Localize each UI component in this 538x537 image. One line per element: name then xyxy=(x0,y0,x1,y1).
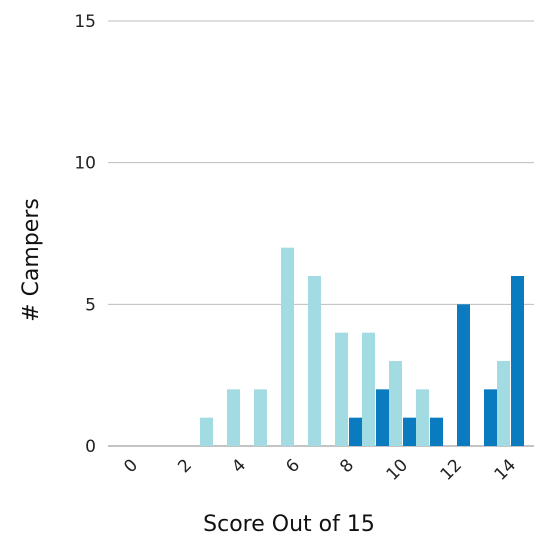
x-tick-label: 10 xyxy=(383,455,412,484)
bar-series-2-score-10 xyxy=(403,418,416,446)
y-tick-labels: 0 5 10 15 xyxy=(74,12,96,457)
bar-series-2-score-13 xyxy=(484,389,497,446)
bar-series-1-score-6 xyxy=(281,248,294,446)
x-tick-labels: 0 2 4 6 8 10 12 14 xyxy=(120,455,520,484)
x-tick-label: 14 xyxy=(491,455,520,484)
bar-series-2-score-8 xyxy=(349,418,362,446)
x-tick-label: 4 xyxy=(228,455,250,477)
bars xyxy=(200,78,538,446)
x-tick-label: 12 xyxy=(437,455,466,484)
bar-series-2-score-11 xyxy=(430,418,443,446)
bar-series-2-score-9 xyxy=(376,389,389,446)
bar-series-1-score-3 xyxy=(200,418,213,446)
bar-series-1-score-14 xyxy=(497,361,510,446)
y-tick-label: 10 xyxy=(74,154,96,174)
y-tick-label: 5 xyxy=(85,295,96,315)
x-tick-label: 6 xyxy=(282,455,304,477)
bar-series-1-score-4 xyxy=(227,389,240,446)
bar-series-2-score-12 xyxy=(457,304,470,446)
x-tick-label: 0 xyxy=(120,455,142,477)
bar-series-1-score-5 xyxy=(254,389,267,446)
bar-series-1-score-9 xyxy=(362,333,375,446)
bar-series-1-score-8 xyxy=(335,333,348,446)
bar-series-1-score-7 xyxy=(308,276,321,446)
bar-series-2-score-14 xyxy=(511,276,524,446)
y-tick-label: 0 xyxy=(85,437,96,457)
x-tick-label: 8 xyxy=(336,455,358,477)
bar-series-1-score-11 xyxy=(416,389,429,446)
x-axis-label: Score Out of 15 xyxy=(203,512,375,537)
x-tick-label: 2 xyxy=(174,455,196,477)
y-axis-label: # Campers xyxy=(19,198,44,322)
bar-series-1-score-10 xyxy=(389,361,402,446)
y-tick-label: 15 xyxy=(74,12,96,32)
